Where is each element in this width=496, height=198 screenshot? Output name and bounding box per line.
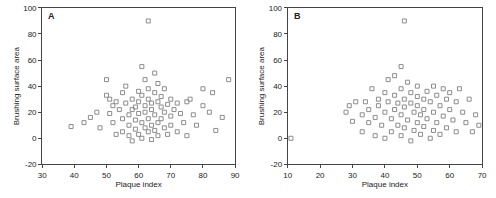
svg-text:40: 40: [273, 82, 282, 91]
svg-text:80: 80: [198, 171, 207, 180]
svg-text:40: 40: [28, 82, 37, 91]
svg-text:90: 90: [231, 171, 240, 180]
svg-text:40: 40: [380, 171, 389, 180]
svg-text:60: 60: [273, 56, 282, 65]
svg-text:20: 20: [273, 108, 282, 117]
svg-text:80: 80: [28, 30, 37, 39]
svg-text:10: 10: [283, 171, 292, 180]
svg-text:70: 70: [478, 171, 487, 180]
svg-text:Brushing surface area: Brushing surface area: [12, 46, 21, 125]
svg-text:70: 70: [166, 171, 175, 180]
svg-text:A: A: [48, 11, 55, 21]
svg-text:-20: -20: [271, 160, 283, 169]
svg-text:50: 50: [413, 171, 422, 180]
svg-text:60: 60: [134, 171, 143, 180]
svg-text:-20: -20: [25, 160, 37, 169]
svg-text:Plaque index: Plaque index: [362, 180, 408, 189]
svg-text:30: 30: [38, 171, 47, 180]
svg-text:40: 40: [70, 171, 79, 180]
svg-text:Plaque index: Plaque index: [115, 180, 161, 189]
svg-text:30: 30: [348, 171, 357, 180]
svg-text:50: 50: [102, 171, 111, 180]
svg-text:100: 100: [23, 4, 37, 13]
svg-text:60: 60: [28, 56, 37, 65]
svg-text:0: 0: [278, 134, 283, 143]
svg-text:Brushing surface area: Brushing surface area: [257, 46, 266, 125]
svg-text:0: 0: [32, 134, 37, 143]
svg-text:B: B: [294, 11, 301, 21]
svg-text:100: 100: [269, 4, 283, 13]
svg-text:60: 60: [445, 171, 454, 180]
svg-text:80: 80: [273, 30, 282, 39]
svg-text:20: 20: [316, 171, 325, 180]
svg-text:20: 20: [28, 108, 37, 117]
